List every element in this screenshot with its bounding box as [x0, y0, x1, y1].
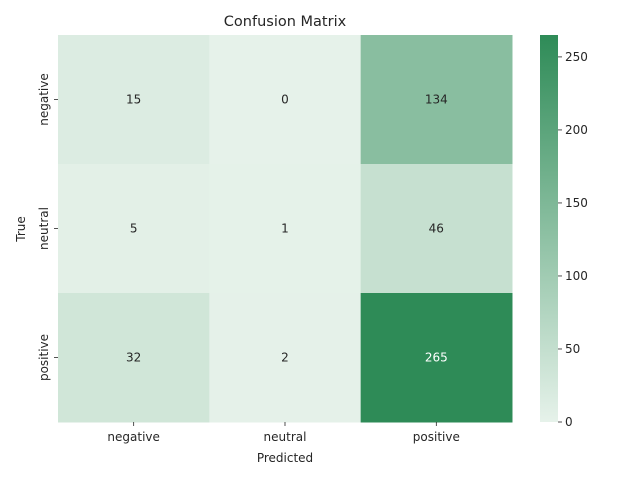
- heatmap-cell: [360, 293, 513, 423]
- y-tick-label: negative: [37, 73, 51, 125]
- colorbar-tick-label: 50: [565, 342, 580, 356]
- x-tick-label: positive: [413, 430, 460, 444]
- chart-title: Confusion Matrix: [224, 14, 347, 30]
- y-axis-ticks: negative neutral positive: [37, 73, 58, 381]
- heatmap-cell: [209, 164, 362, 294]
- cell-value-label: 32: [126, 351, 141, 365]
- x-tick-label: negative: [107, 430, 159, 444]
- heatmap-cell: [209, 293, 362, 423]
- colorbar-tick-label: 200: [565, 123, 588, 137]
- colorbar: [540, 35, 558, 422]
- colorbar-tick-label: 100: [565, 269, 588, 283]
- y-tick-label: positive: [37, 334, 51, 381]
- cell-value-label: 15: [126, 93, 141, 107]
- heatmap-cell: [209, 35, 362, 165]
- x-axis-ticks: negative neutral positive: [107, 422, 460, 444]
- heatmap-cell: [360, 35, 513, 165]
- heatmap-cells: 15 0 134 5 1 46 32 2 265: [58, 35, 513, 423]
- heatmap-cell: [360, 164, 513, 294]
- cell-value-label: 2: [281, 351, 289, 365]
- cell-value-label: 134: [425, 93, 448, 107]
- heatmap-cell: [58, 164, 210, 294]
- x-tick-label: neutral: [264, 430, 307, 444]
- heatmap-cell: [58, 35, 210, 165]
- cell-value-label: 0: [281, 93, 289, 107]
- x-axis-label: Predicted: [257, 451, 313, 465]
- cell-value-label: 265: [425, 351, 448, 365]
- colorbar-tick-label: 150: [565, 196, 588, 210]
- cell-value-label: 1: [281, 222, 289, 236]
- cell-value-label: 46: [429, 222, 444, 236]
- y-axis-label: True: [14, 216, 28, 243]
- cell-value-label: 5: [130, 222, 138, 236]
- colorbar-tick-label: 250: [565, 50, 588, 64]
- heatmap-cell: [58, 293, 210, 423]
- y-tick-label: neutral: [37, 207, 51, 250]
- colorbar-ticks: 0 50 100 150 200 250: [558, 50, 588, 429]
- colorbar-tick-label: 0: [565, 415, 573, 429]
